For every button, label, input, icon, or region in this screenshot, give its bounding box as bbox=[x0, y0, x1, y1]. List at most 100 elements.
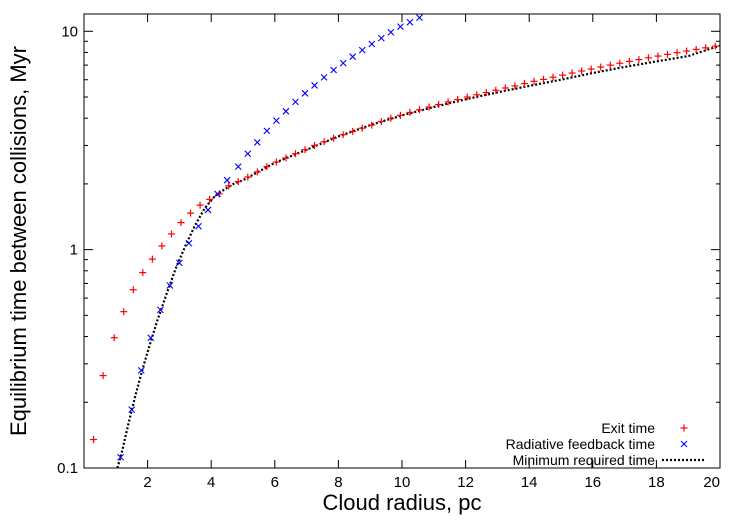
legend-label: Minimum required time bbox=[513, 452, 656, 468]
y-tick-label: 0.1 bbox=[57, 460, 78, 477]
y-axis-title: Equilibrium time between collisions, Myr bbox=[6, 46, 31, 436]
radiative-feedback-point bbox=[128, 406, 136, 414]
exit-time-point bbox=[148, 255, 156, 263]
exit-time-point bbox=[90, 436, 98, 444]
exit-time-point bbox=[99, 372, 107, 380]
exit-time-point bbox=[692, 45, 700, 53]
radiative-feedback-point bbox=[156, 306, 164, 314]
x-tick-label: 2 bbox=[143, 474, 151, 491]
exit-time-point bbox=[597, 63, 605, 71]
exit-time-point bbox=[635, 56, 643, 64]
exit-time-point bbox=[606, 61, 614, 69]
exit-time-point bbox=[167, 230, 175, 238]
exit-time-point bbox=[272, 158, 280, 166]
radiative-feedback-point bbox=[406, 18, 414, 26]
exit-time-point bbox=[683, 47, 691, 55]
radiative-feedback-point bbox=[377, 34, 385, 42]
exit-time-point bbox=[368, 121, 376, 129]
exit-time-point bbox=[711, 42, 719, 50]
exit-time-point bbox=[702, 44, 710, 52]
radiative-feedback-point bbox=[195, 222, 202, 230]
exit-time-point bbox=[129, 286, 137, 294]
exit-time-point bbox=[263, 163, 271, 171]
axis-ticks bbox=[84, 14, 721, 469]
radiative-feedback-point bbox=[397, 23, 404, 31]
radiative-feedback-point bbox=[273, 117, 280, 124]
radiative-feedback-point bbox=[368, 40, 376, 48]
radiative-feedback-point bbox=[263, 127, 271, 135]
exit-time-point bbox=[664, 50, 672, 58]
radiative-feedback-point bbox=[292, 98, 299, 106]
legend-marker-radiative-feedback bbox=[680, 440, 688, 448]
x-tick-label: 4 bbox=[207, 474, 215, 491]
exit-time-point bbox=[301, 146, 309, 154]
exit-time-point bbox=[644, 54, 652, 62]
exit-time-point bbox=[415, 106, 423, 114]
exit-time-point bbox=[454, 96, 462, 104]
exit-time-point bbox=[673, 49, 681, 57]
exit-time-point bbox=[177, 219, 185, 227]
exit-time-point bbox=[311, 141, 319, 149]
exit-time-point bbox=[139, 269, 147, 277]
x-tick-label: 10 bbox=[394, 474, 411, 491]
exit-time-point bbox=[396, 111, 404, 119]
exit-time-point bbox=[387, 114, 395, 122]
exit-time-point bbox=[291, 150, 299, 158]
x-tick-label: 12 bbox=[457, 474, 474, 491]
exit-time-point bbox=[654, 52, 662, 60]
x-tick-label: 6 bbox=[271, 474, 279, 491]
exit-time-point bbox=[110, 334, 118, 342]
exit-time-point bbox=[501, 84, 509, 92]
radiative-feedback-point bbox=[185, 239, 193, 247]
exit-time-point bbox=[511, 82, 519, 90]
exit-time-point bbox=[568, 69, 576, 77]
radiative-feedback-point bbox=[387, 28, 395, 36]
exit-time-point bbox=[377, 118, 385, 126]
exit-time-point bbox=[244, 173, 252, 181]
radiative-feedback-point bbox=[253, 138, 261, 146]
series-layer bbox=[90, 14, 720, 468]
exit-time-point bbox=[234, 178, 242, 186]
x-tick-label: 14 bbox=[521, 474, 538, 491]
exit-time-point bbox=[187, 209, 195, 217]
y-tick-label: 1 bbox=[70, 242, 78, 259]
exit-time-point bbox=[540, 75, 548, 83]
exit-time-point bbox=[358, 124, 366, 132]
exit-time-point bbox=[616, 59, 624, 67]
exit-time-point bbox=[349, 127, 357, 135]
legend-marker-exit-time bbox=[680, 424, 688, 432]
exit-time-point bbox=[492, 86, 500, 94]
exit-time-point bbox=[330, 134, 338, 142]
exit-time-point bbox=[406, 108, 414, 116]
exit-time-point bbox=[320, 138, 328, 146]
radiative-feedback-point bbox=[311, 82, 318, 89]
exit-time-point bbox=[530, 77, 538, 85]
axis-tick-labels: 2 4 6 8 10 12 14 16 18 20 0.1 1 10 bbox=[57, 23, 720, 491]
radiative-feedback-point bbox=[244, 150, 252, 158]
y-tick-label: 10 bbox=[61, 23, 78, 40]
radiative-feedback-point bbox=[204, 206, 212, 214]
exit-time-point bbox=[206, 195, 214, 203]
exit-time-point bbox=[549, 73, 557, 81]
radiative-feedback-point bbox=[176, 259, 183, 267]
radiative-feedback-point bbox=[214, 190, 221, 198]
radiative-feedback-point bbox=[339, 59, 347, 67]
exit-time-point bbox=[625, 57, 633, 65]
radiative-feedback-point bbox=[147, 334, 155, 342]
radiative-feedback-point bbox=[234, 163, 242, 171]
exit-time-point bbox=[282, 154, 290, 162]
exit-time-point bbox=[482, 89, 490, 97]
radiative-feedback-point bbox=[223, 176, 231, 184]
radiative-feedback-point bbox=[117, 453, 124, 461]
radiative-feedback-point bbox=[166, 282, 174, 289]
radiative-feedback-point bbox=[330, 66, 338, 74]
radiative-feedback-point bbox=[137, 366, 145, 374]
radiative-feedback-point bbox=[349, 53, 357, 61]
x-tick-label: 16 bbox=[584, 474, 601, 491]
x-axis-title: Cloud radius, pc bbox=[323, 490, 482, 515]
radiative-feedback-point bbox=[282, 107, 290, 115]
exit-time-point bbox=[225, 182, 233, 190]
x-tick-label: 18 bbox=[648, 474, 665, 491]
exit-time-point bbox=[339, 131, 347, 139]
exit-time-point bbox=[120, 308, 128, 316]
